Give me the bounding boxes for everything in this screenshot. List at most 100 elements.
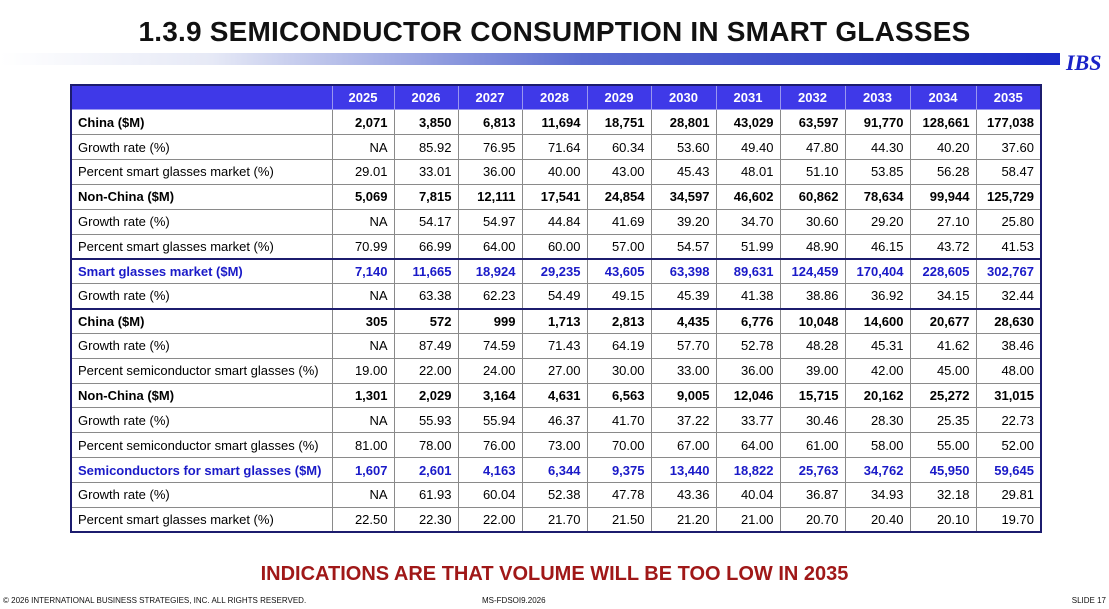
table-cell: 56.28: [909, 159, 977, 185]
table-cell: 45.43: [650, 159, 717, 185]
table-cell: 34.93: [844, 482, 911, 508]
table-cell: 71.64: [521, 134, 588, 161]
table-cell: 20,162: [844, 382, 911, 409]
table-cell: 4,631: [521, 382, 588, 409]
table-cell: 37.22: [650, 407, 717, 434]
table-cell: 36.92: [844, 283, 911, 310]
table-cell: 71.43: [521, 332, 588, 359]
year-header: 2032: [779, 84, 846, 111]
table-cell: 128,661: [909, 109, 977, 136]
table-cell: 64.00: [457, 233, 523, 260]
table-cell: 12,046: [715, 382, 781, 409]
table-cell: 22.50: [331, 506, 395, 534]
table-cell: 76.00: [457, 432, 523, 459]
row-label: Percent semiconductor smart glasses (%): [70, 432, 333, 459]
table-cell: 52.38: [521, 482, 588, 508]
year-header: 2033: [844, 84, 911, 111]
table-cell: 89,631: [715, 257, 781, 285]
table-cell: 53.85: [844, 159, 911, 185]
row-label: Growth rate (%): [70, 208, 333, 235]
row-label: China ($M): [70, 109, 333, 136]
table-cell: 15,715: [779, 382, 846, 409]
table-cell: 28.30: [844, 407, 911, 434]
footer-doc-id: MS-FDSOI9.2026: [482, 596, 546, 605]
table-cell: 30.60: [779, 208, 846, 235]
table-cell: 60.00: [521, 233, 588, 260]
table-cell: 52.00: [975, 432, 1042, 459]
table-cell: 48.28: [779, 332, 846, 359]
table-row: Percent smart glasses market (%) 29.01 33.…: [70, 159, 1042, 185]
table-cell: 29.81: [975, 482, 1042, 508]
table-cell: 5,069: [331, 183, 395, 210]
table-cell: 39.00: [779, 357, 846, 384]
table-cell: 53.60: [650, 134, 717, 161]
table-cell: 6,813: [457, 109, 523, 136]
table-row: China ($M) 305 572 999 1,713 2,813 4,435 6,776 1…: [70, 307, 1042, 334]
table-cell: 22.30: [393, 506, 459, 534]
table-cell: 36.00: [715, 357, 781, 384]
table-cell: 45,950: [909, 457, 977, 483]
year-header: 2029: [586, 84, 652, 111]
table-cell: 11,665: [393, 257, 459, 285]
table-cell: 91,770: [844, 109, 911, 136]
table-row: China ($M) 2,071 3,850 6,813 11,694 18,751 28,…: [70, 109, 1042, 136]
table-cell: 6,344: [521, 457, 588, 483]
table-cell: 6,776: [715, 307, 781, 334]
table-cell: 48.90: [779, 233, 846, 260]
row-label: Non-China ($M): [70, 382, 333, 409]
table-cell: 67.00: [650, 432, 717, 459]
table-cell: 45.31: [844, 332, 911, 359]
table-cell: 37.60: [975, 134, 1042, 161]
table-row: Percent smart glasses market (%) 22.50 22.…: [70, 506, 1042, 534]
table-cell: 66.99: [393, 233, 459, 260]
table-cell: 41.69: [586, 208, 652, 235]
table-cell: 43,605: [586, 257, 652, 285]
table-cell: 76.95: [457, 134, 523, 161]
table-cell: 19.70: [975, 506, 1042, 534]
table-cell: 25.80: [975, 208, 1042, 235]
table-cell: 62.23: [457, 283, 523, 310]
table-cell: 59,645: [975, 457, 1042, 483]
table-cell: 32.18: [909, 482, 977, 508]
table-cell: 41.53: [975, 233, 1042, 260]
table-cell: 4,435: [650, 307, 717, 334]
row-label: Percent semiconductor smart glasses (%): [70, 357, 333, 384]
table-cell: 57.70: [650, 332, 717, 359]
table-cell: 28,630: [975, 307, 1042, 334]
table-cell: 1,301: [331, 382, 395, 409]
table-cell: 40.04: [715, 482, 781, 508]
table-cell: 18,924: [457, 257, 523, 285]
table-cell: 63,597: [779, 109, 846, 136]
table-cell: 33.01: [393, 159, 459, 185]
ibs-logo: IBS: [1066, 50, 1102, 75]
table-cell: 55.93: [393, 407, 459, 434]
table-cell: 18,751: [586, 109, 652, 136]
table-cell: 7,815: [393, 183, 459, 210]
table-cell: 47.80: [779, 134, 846, 161]
table-cell: 85.92: [393, 134, 459, 161]
table-cell: NA: [331, 332, 395, 359]
table-cell: 7,140: [331, 257, 395, 285]
table-cell: 305: [331, 307, 395, 334]
table-cell: 45.39: [650, 283, 717, 310]
table-cell: 48.01: [715, 159, 781, 185]
table-row: Percent semiconductor smart glasses (%) 8…: [70, 432, 1042, 459]
table-cell: 18,822: [715, 457, 781, 483]
table-row: Percent smart glasses market (%) 70.99 66.…: [70, 233, 1042, 260]
table-cell: 33.00: [650, 357, 717, 384]
table-cell: 10,048: [779, 307, 846, 334]
table-header-corner: [70, 84, 333, 111]
table-cell: 9,375: [586, 457, 652, 483]
table-cell: 63,398: [650, 257, 717, 285]
table-cell: 14,600: [844, 307, 911, 334]
row-label: Smart glasses market ($M): [70, 257, 333, 285]
table-cell: 19.00: [331, 357, 395, 384]
table-cell: 13,440: [650, 457, 717, 483]
table-cell: 64.19: [586, 332, 652, 359]
table-row: Growth rate (%) NA 61.93 60.04 52.38 47.78 43.…: [70, 482, 1042, 508]
table-cell: 87.49: [393, 332, 459, 359]
table-cell: 36.00: [457, 159, 523, 185]
table-cell: 41.38: [715, 283, 781, 310]
table-cell: 29.01: [331, 159, 395, 185]
table-row: Non-China ($M) 1,301 2,029 3,164 4,631 6,563 9…: [70, 382, 1042, 409]
